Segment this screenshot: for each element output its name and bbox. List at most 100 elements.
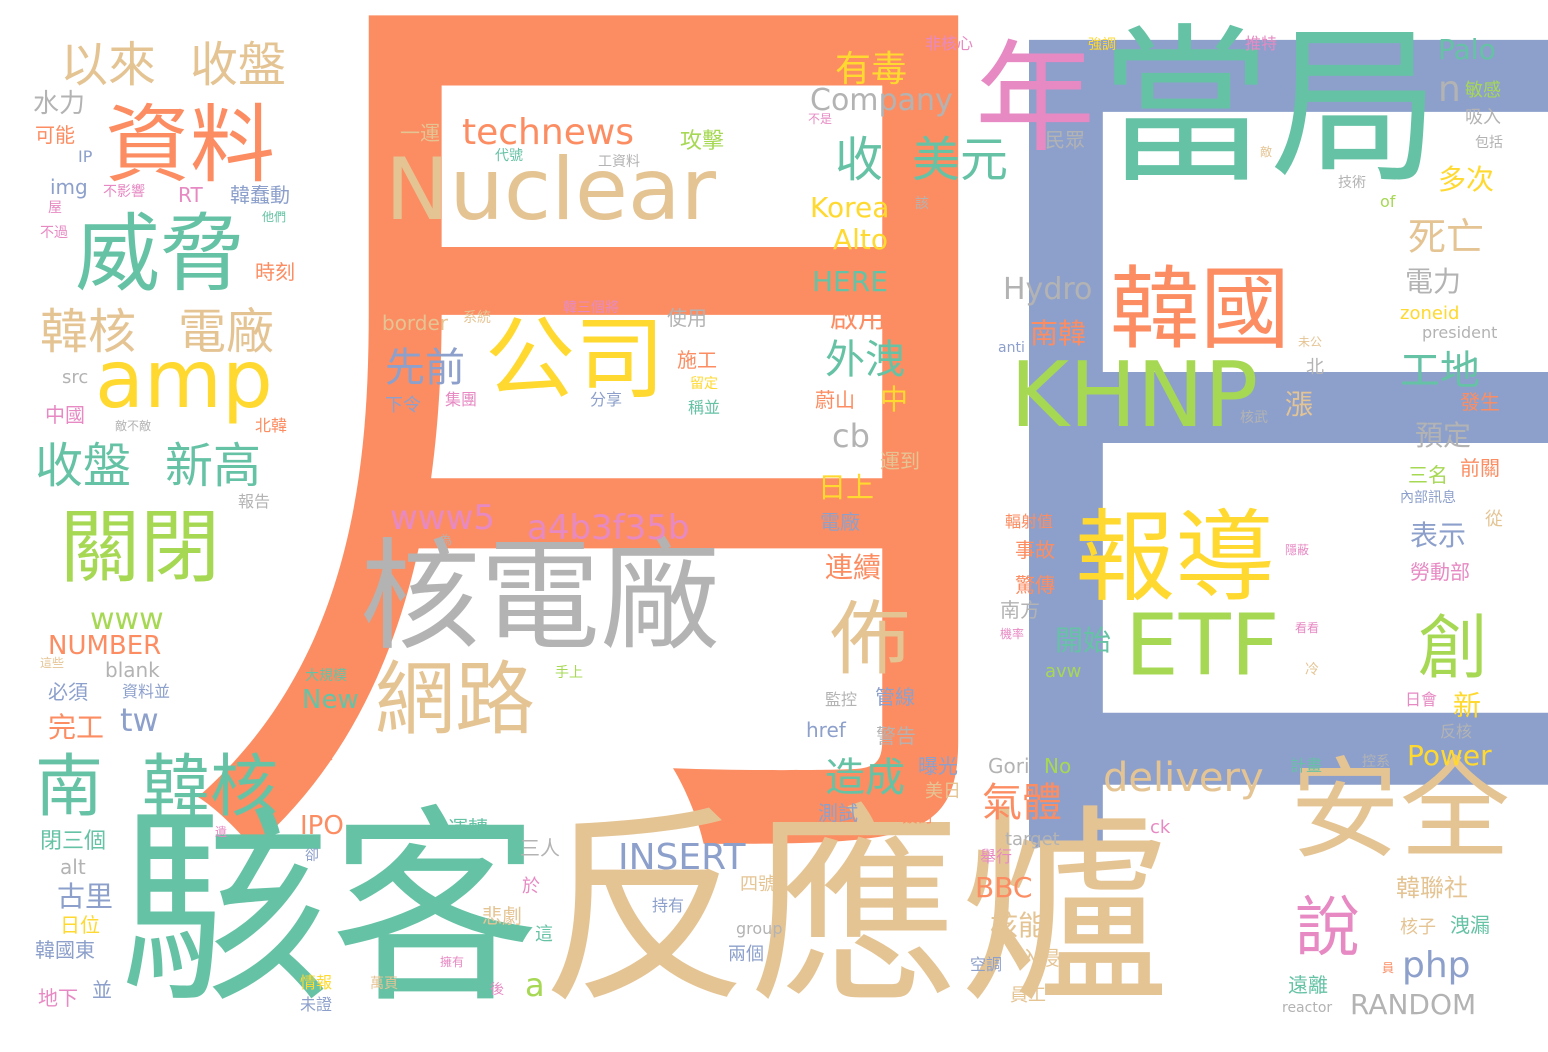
word-hanlianshe: 韓聯社 xyxy=(1396,874,1468,902)
word-gong: 公 xyxy=(878,511,907,544)
word-random: RANDOM xyxy=(1350,988,1477,1021)
word-cong: 從 xyxy=(1485,509,1503,530)
word-fenxiang: 分享 xyxy=(590,390,623,409)
word-mingan: 敏感 xyxy=(1465,80,1501,101)
word-border: border xyxy=(382,311,449,335)
word-korea: Korea xyxy=(810,191,890,224)
word-youdu: 有毒 xyxy=(835,49,908,90)
word-sanming: 三名 xyxy=(1408,463,1448,487)
word-jituan: 集團 xyxy=(445,390,478,409)
word-yi: 遺 xyxy=(215,825,228,839)
word-khnp: KHNP xyxy=(1010,343,1259,448)
word-meiyuan: 美元 xyxy=(912,132,1009,188)
word-etf: ETF xyxy=(1125,596,1280,696)
word-leng: 冷 xyxy=(1305,662,1319,678)
word-shike: 時刻 xyxy=(255,260,295,284)
word-president: president xyxy=(1422,323,1498,342)
word-keneng: 可能 xyxy=(35,123,75,147)
word-waixie: 外洩 xyxy=(825,337,905,383)
word-guli: 古里 xyxy=(57,880,114,913)
word-fasheng: 發生 xyxy=(1460,390,1500,414)
word-yu: 於 xyxy=(522,876,540,897)
word-kongxi: 控系 xyxy=(1362,754,1390,770)
word-baoguang: 曝光 xyxy=(918,754,958,778)
word-avw: avw xyxy=(1045,661,1082,682)
word-weigong: 未公 xyxy=(1298,335,1323,349)
word-tamen: 他們 xyxy=(262,210,287,224)
word-xielou: 洩漏 xyxy=(1450,913,1490,937)
word-chuang: 創 xyxy=(1418,607,1488,689)
word-laodongbu: 勞動部 xyxy=(1410,560,1470,584)
word-bushi: 不是 xyxy=(808,112,833,126)
word-php: php xyxy=(1402,945,1471,986)
word-rt: RT xyxy=(178,183,203,207)
word-xiru: 吸入 xyxy=(1465,107,1501,128)
word-dangju: 當局 xyxy=(1100,9,1441,207)
word-new: New xyxy=(302,685,359,715)
word-alto: Alto xyxy=(833,223,889,256)
word-hanguo: 韓國 xyxy=(1110,257,1290,362)
word-hanhe-tan: 韓核 xyxy=(40,304,137,360)
word-weishan: 蔚山 xyxy=(815,388,855,412)
word-chengbing: 稱並 xyxy=(688,398,721,417)
word-gai: 該 xyxy=(915,196,929,212)
word-hedianchang: 核電廠 xyxy=(360,528,720,667)
word-no: No xyxy=(1044,754,1072,778)
word-rihui: 日會 xyxy=(1405,690,1438,709)
word-alt: alt xyxy=(60,855,86,879)
word-zhexie: 這些 xyxy=(40,656,65,670)
word-qiti: 氣體 xyxy=(982,780,1062,826)
word-minzhong: 民眾 xyxy=(1045,128,1085,152)
word-shigong: 施工 xyxy=(677,348,717,372)
word-ipo: IPO xyxy=(300,811,344,841)
word-shoupan-tan: 收盤 xyxy=(190,37,287,93)
word-bu: 佈 xyxy=(830,593,910,686)
word-hydro: Hydro xyxy=(1003,272,1093,307)
word-shuo: 說 xyxy=(1295,890,1361,966)
word-weixie: 威脅 xyxy=(75,205,246,305)
word-jihua: 計畫 xyxy=(1290,756,1323,775)
word-xianqian: 先前 xyxy=(385,345,465,391)
word-sanren: 三人 xyxy=(520,836,560,860)
word-jiankong: 監控 xyxy=(825,690,858,709)
word-neibuxunxi: 內部訊息 xyxy=(1400,490,1456,506)
word-fanyinglu: 反應爐 xyxy=(540,787,1171,1032)
word-xingao: 新高 xyxy=(165,438,262,494)
word-hanguodong: 韓國東 xyxy=(35,938,95,962)
word-rishang: 日上 xyxy=(818,471,875,504)
word-shoushang: 手上 xyxy=(555,665,583,681)
word-blank: blank xyxy=(105,658,160,682)
word-nuclear: Nuclear xyxy=(385,140,716,240)
word-dianli: 電力 xyxy=(1405,265,1462,298)
word-yinbi: 隱蔽 xyxy=(1285,543,1310,557)
word-shuili: 水力 xyxy=(33,89,86,119)
word-kongtiao: 空調 xyxy=(970,955,1003,974)
word-number: NUMBER xyxy=(48,631,162,661)
word-zaocheng: 造成 xyxy=(825,755,905,801)
word-amp: amp xyxy=(95,333,273,426)
word-dianchang-blue: 電廠 xyxy=(820,510,860,534)
word-feihexin: 非核心 xyxy=(925,34,974,53)
word-hezi: 核子 xyxy=(1400,917,1436,938)
word-haike: 駭客 xyxy=(120,787,541,1032)
word-jinggao: 警告 xyxy=(876,724,916,748)
word-duoci: 多次 xyxy=(1438,163,1495,196)
word-riwei: 日位 xyxy=(60,913,100,937)
word-liangge: 兩個 xyxy=(728,944,764,965)
word-qianding: 簽訂 xyxy=(902,807,935,826)
word-a: a xyxy=(525,966,545,1004)
word-yedanjie: 耶誕節 xyxy=(1035,160,1095,184)
word-ruqin: 入侵 xyxy=(1020,946,1060,970)
word-kankan: 看看 xyxy=(1295,621,1320,635)
word-qiangdiao: 強調 xyxy=(1088,37,1116,53)
word-meiri: 美日 xyxy=(925,781,961,802)
word-hou: 後 xyxy=(490,982,504,998)
word-wangong: 完工 xyxy=(48,711,105,744)
word-yundao: 運到 xyxy=(880,449,920,473)
word-siwang: 死亡 xyxy=(1408,215,1485,259)
word-heneng: 核能 xyxy=(990,909,1047,942)
word-href: href xyxy=(806,718,846,742)
word-sanhao: 三號 xyxy=(298,720,338,744)
word-ip: IP xyxy=(78,147,93,166)
